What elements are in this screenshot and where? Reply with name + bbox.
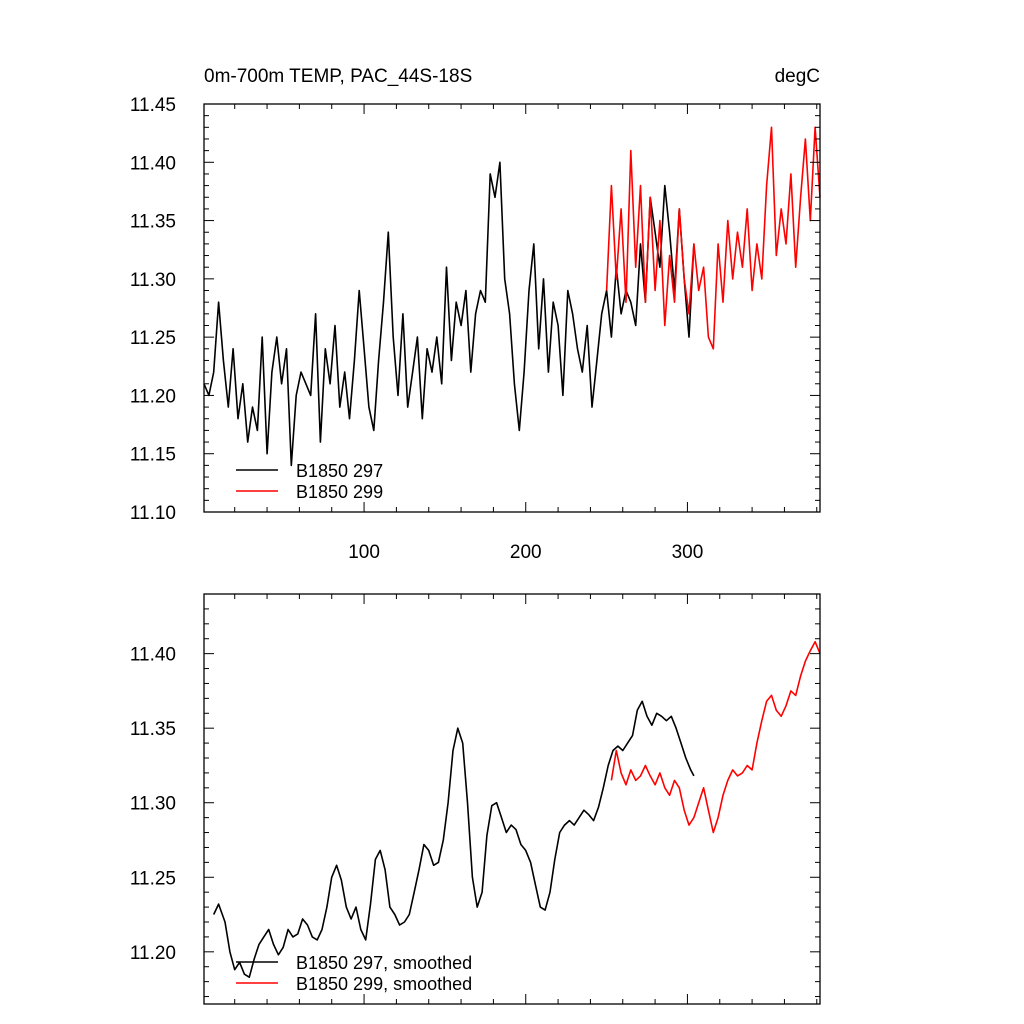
bottom-y-tick-label: 11.30 bbox=[130, 794, 176, 815]
top-chart-title: 0m-700m TEMP, PAC_44S-18S bbox=[204, 66, 472, 87]
bottom-plot-frame bbox=[203, 593, 821, 1005]
top-chart-units: degC bbox=[775, 66, 820, 87]
top-legend-label-297: B1850 297 bbox=[296, 461, 383, 481]
bottom-legend-label-297: B1850 297, smoothed bbox=[296, 953, 472, 973]
top-x-tick-label: 200 bbox=[510, 542, 542, 563]
bottom-legend-label-299: B1850 299, smoothed bbox=[296, 974, 472, 994]
top-x-tick-label: 100 bbox=[348, 542, 380, 563]
top-y-tick-label: 11.15 bbox=[130, 445, 176, 466]
bottom-y-tick-label: 11.40 bbox=[130, 645, 176, 666]
top-panel: 0m-700m TEMP, PAC_44S-18S degC 100 200 300… bbox=[130, 66, 821, 563]
top-y-tick-label: 11.10 bbox=[130, 503, 176, 524]
top-y-tick-label: 11.40 bbox=[130, 153, 176, 174]
top-y-tick-label: 11.45 bbox=[130, 95, 176, 116]
bottom-legend: B1850 297, smoothed B1850 299, smoothed bbox=[236, 953, 472, 994]
top-y-tick-label: 11.25 bbox=[130, 328, 176, 349]
bottom-series-line-1 bbox=[610, 640, 821, 834]
bottom-series-line-0 bbox=[212, 700, 695, 979]
top-legend-label-299: B1850 299 bbox=[296, 482, 383, 502]
top-y-tick-label: 11.35 bbox=[130, 212, 176, 233]
bottom-series-lines bbox=[212, 640, 821, 979]
top-series-line-1 bbox=[605, 126, 821, 350]
bottom-y-tick-label: 11.35 bbox=[130, 719, 176, 740]
bottom-y-tick-label: 11.20 bbox=[130, 943, 176, 964]
top-y-tick-label: 11.30 bbox=[130, 270, 176, 291]
top-plot-frame bbox=[203, 103, 821, 513]
top-axes: 100 200 300 11.10 11.15 11.20 11.25 11.30 11.35 1… bbox=[130, 95, 820, 563]
top-y-tick-label: 11.20 bbox=[130, 386, 176, 407]
top-series-line-0 bbox=[203, 161, 695, 467]
top-series-lines bbox=[203, 126, 821, 467]
bottom-axes: 11.20 11.25 11.30 11.35 11.40 bbox=[130, 593, 820, 1004]
top-x-tick-label: 300 bbox=[672, 542, 704, 563]
bottom-y-tick-label: 11.25 bbox=[130, 868, 176, 889]
bottom-panel: 11.20 11.25 11.30 11.35 11.40 B1850 297, smo… bbox=[130, 593, 821, 1005]
top-legend: B1850 297 B1850 299 bbox=[236, 461, 383, 502]
